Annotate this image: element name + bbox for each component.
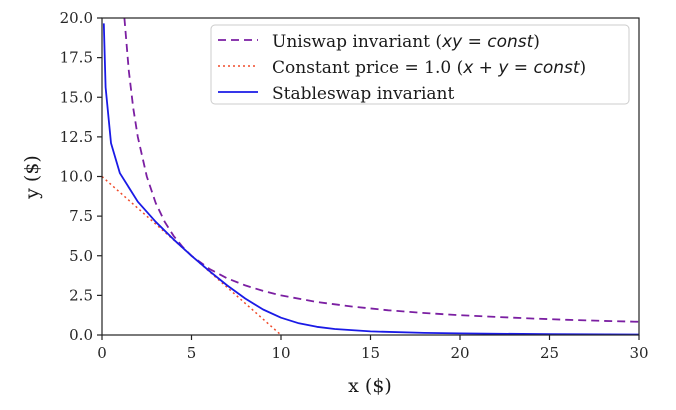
y-tick-label: 10.0 [60,168,93,186]
x-axis: 0 5 10 15 20 25 30 [97,335,649,362]
x-tick-label: 10 [271,344,290,362]
legend-label: Constant price = 1.0 (x + y = const) [272,58,586,78]
x-tick-label: 0 [97,344,107,362]
y-tick-label: 0.0 [69,326,93,344]
y-tick-label: 15.0 [60,88,93,106]
legend-item-uniswap: Uniswap invariant (xy = const) [218,32,540,52]
x-tick-label: 20 [450,344,469,362]
uniswap-invariant-line [123,18,639,323]
x-tick-label: 15 [361,344,380,362]
y-tick-label: 17.5 [60,49,93,67]
y-tick-label: 20.0 [60,9,93,27]
x-tick-label: 25 [540,344,559,362]
legend-item-stableswap: Stableswap invariant [218,84,454,104]
plot-series [102,18,639,335]
y-tick-label: 7.5 [69,207,93,225]
y-axis: 0.0 2.5 5.0 7.5 10.0 12.5 15.0 17.5 20.0 [60,9,102,344]
x-axis-label: x ($) [348,375,392,397]
legend-item-constant-price: Constant price = 1.0 (x + y = const) [218,58,586,78]
y-tick-label: 5.0 [69,247,93,265]
y-axis-label: y ($) [21,155,43,200]
x-tick-label: 30 [629,344,648,362]
legend: Uniswap invariant (xy = const) Constant p… [210,24,630,105]
stableswap-invariant-line [102,23,639,335]
legend-label: Uniswap invariant (xy = const) [272,32,540,52]
legend-box [210,24,630,105]
y-tick-label: 2.5 [69,286,93,304]
x-tick-label: 5 [187,344,197,362]
legend-label: Stableswap invariant [272,84,454,104]
y-tick-label: 12.5 [60,128,93,146]
